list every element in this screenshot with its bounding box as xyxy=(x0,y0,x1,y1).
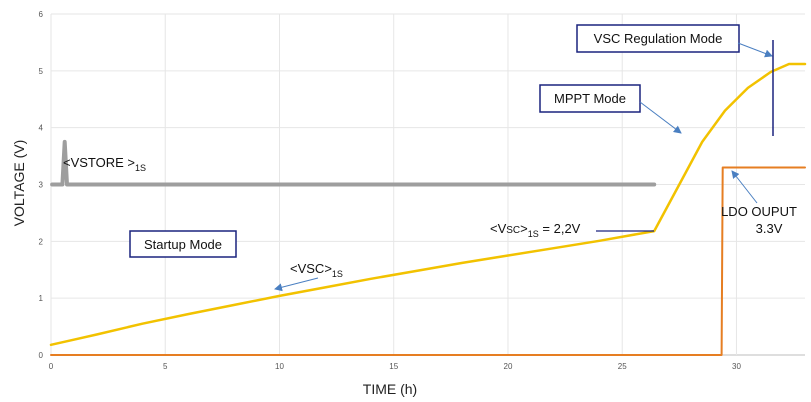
ldo-output-label-line2: 3.3V xyxy=(756,221,783,236)
x-tick-label: 15 xyxy=(389,362,398,371)
x-tick-label: 25 xyxy=(618,362,627,371)
tick-labels: 0 1 2 3 4 5 6 0 5 10 15 20 25 30 xyxy=(39,10,742,371)
y-tick-label: 2 xyxy=(39,237,44,246)
ldo-output-label-line1: LDO OUPUT xyxy=(721,204,797,219)
y-tick-label: 0 xyxy=(39,351,44,360)
vsc-regulation-mode-label: VSC Regulation Mode xyxy=(594,31,723,46)
x-tick-label: 20 xyxy=(504,362,513,371)
y-tick-label: 4 xyxy=(39,124,44,133)
mppt-mode-label: MPPT Mode xyxy=(554,91,626,106)
series-lines xyxy=(49,62,807,356)
series-line-vstore-1s xyxy=(50,139,657,187)
x-tick-label: 30 xyxy=(732,362,741,371)
series-line-vsc-1s xyxy=(49,62,807,347)
y-tick-label: 3 xyxy=(39,181,44,190)
y-tick-label: 1 xyxy=(39,294,44,303)
y-axis-title: VOLTAGE (V) xyxy=(11,140,27,227)
vsc-label: <VSC>1S xyxy=(290,261,343,279)
y-tick-label: 6 xyxy=(39,10,44,19)
vstore-label: <VSTORE >1S xyxy=(63,155,146,173)
ldo-output-arrow xyxy=(731,170,758,204)
mppt-mode-arrow xyxy=(639,101,682,134)
series-line-ldo-ouput-3-3v xyxy=(50,166,806,356)
x-tick-label: 5 xyxy=(163,362,168,371)
x-tick-label: 0 xyxy=(49,362,54,371)
vsc-regulation-mode-box xyxy=(576,24,740,53)
startup-mode-box xyxy=(129,230,237,258)
vsc-2v2-label: <VSC>1S = 2,2V xyxy=(490,221,581,239)
x-tick-label: 10 xyxy=(275,362,284,371)
y-tick-label: 5 xyxy=(39,67,44,76)
vsc-regulation-arrow xyxy=(737,42,773,58)
vsc-label-arrow xyxy=(274,277,319,292)
mppt-mode-box xyxy=(539,84,641,113)
x-axis-title: TIME (h) xyxy=(363,381,417,397)
startup-mode-label: Startup Mode xyxy=(144,237,222,252)
